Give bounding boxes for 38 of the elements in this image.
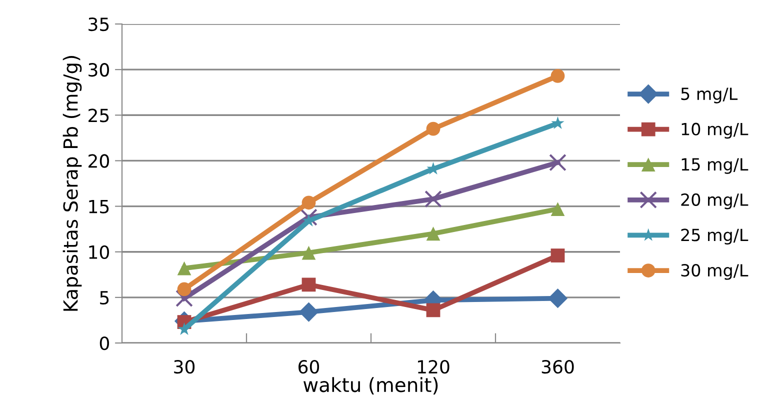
point [177, 261, 192, 276]
point [550, 248, 565, 262]
legend-label: 25 mg/L [681, 228, 748, 245]
point [302, 278, 316, 292]
x-tick-label: 360 [542, 360, 574, 374]
x-tick-label: 120 [418, 360, 450, 374]
point [178, 322, 191, 335]
point [549, 154, 566, 172]
y-tick-label: 10 [89, 245, 109, 259]
legend-label: 15 mg/L [682, 158, 748, 174]
point [302, 196, 316, 210]
y-tick-label: 15 [89, 200, 109, 214]
point [298, 302, 319, 322]
point [177, 282, 192, 296]
point [300, 208, 318, 226]
legend-label: 10 mg/L [682, 122, 748, 139]
y-tick-label: 30 [88, 63, 109, 77]
point [426, 122, 440, 136]
y-tick-label: 35 [88, 17, 109, 32]
y-tick-label: 25 [88, 108, 109, 122]
y-tick-label: 5 [100, 291, 109, 305]
x-tick-label: 60 [298, 360, 320, 374]
x-axis-title: waktu (menit) [304, 377, 438, 394]
point [550, 69, 565, 83]
point [550, 202, 565, 216]
point [426, 303, 440, 318]
point [424, 190, 442, 208]
point [426, 226, 440, 241]
point [176, 290, 193, 308]
y-axis-title: Kapasitas Serap Pb (mg/g) [62, 56, 82, 311]
legend-label: 30 mg/L [681, 264, 748, 280]
point [551, 116, 564, 129]
x-tick-label: 30 [174, 360, 195, 374]
legend-label: 20 mg/L [681, 193, 748, 210]
y-tick-label: 0 [100, 336, 109, 350]
y-tick-label: 20 [88, 154, 109, 168]
legend-label: 5 mg/L [681, 88, 738, 104]
point [302, 246, 316, 260]
